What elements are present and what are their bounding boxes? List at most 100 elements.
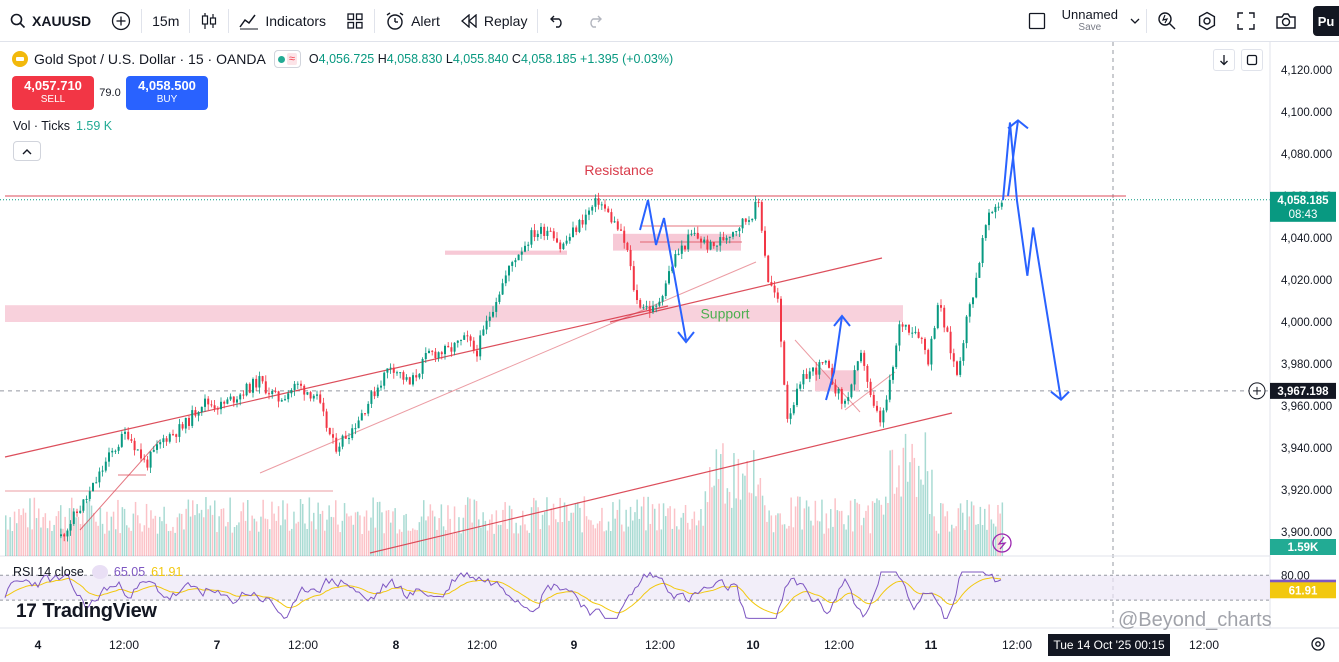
sell-button[interactable]: 4,057.710 SELL bbox=[12, 76, 94, 110]
rsi-level-label: 80.00 bbox=[1281, 570, 1310, 582]
candle-body bbox=[684, 245, 686, 250]
axis-settings-button[interactable] bbox=[1310, 636, 1326, 657]
volume-bar bbox=[845, 529, 847, 556]
volume-bar bbox=[918, 465, 920, 556]
fullscreen-button[interactable] bbox=[1227, 0, 1265, 42]
candle-body bbox=[146, 459, 149, 468]
buy-button[interactable]: 4,058.500 BUY bbox=[126, 76, 208, 110]
volume-bar bbox=[227, 522, 229, 556]
volume-bar bbox=[262, 499, 264, 556]
volume-bar bbox=[808, 506, 810, 556]
alert-button[interactable]: Alert bbox=[375, 0, 450, 42]
undo-button[interactable] bbox=[538, 0, 576, 42]
volume-bar bbox=[792, 527, 795, 556]
volume-bar bbox=[684, 504, 687, 556]
volume-bar bbox=[797, 496, 799, 556]
volume-bar bbox=[742, 473, 744, 556]
volume-bar bbox=[429, 504, 432, 556]
candle-body bbox=[988, 212, 990, 226]
volume-bar bbox=[775, 515, 777, 556]
candle-body bbox=[344, 435, 347, 439]
profile-avatar[interactable]: Pu bbox=[1313, 6, 1339, 36]
volume-bar bbox=[854, 498, 856, 556]
volume-bar bbox=[132, 513, 135, 556]
volume-bar bbox=[295, 523, 297, 556]
candle-body bbox=[469, 336, 472, 341]
volume-bar bbox=[568, 520, 570, 556]
candle-body bbox=[300, 383, 302, 386]
volume-bar bbox=[896, 487, 898, 556]
candle-body bbox=[972, 297, 974, 305]
volume-bar bbox=[152, 518, 154, 556]
volume-bar bbox=[739, 499, 742, 556]
volume-bar bbox=[68, 508, 71, 556]
volume-bar bbox=[841, 510, 843, 556]
volume-bar bbox=[172, 526, 174, 556]
layout-name-button[interactable]: Unnamed Save bbox=[1062, 8, 1118, 34]
tradingview-logo[interactable]: 17 TradingView bbox=[16, 600, 157, 623]
collapse-legend-button[interactable] bbox=[13, 141, 41, 161]
volume-bar bbox=[528, 532, 531, 556]
candle-body bbox=[437, 352, 440, 359]
volume-legend[interactable]: Vol · Ticks 1.59 K bbox=[13, 119, 112, 133]
trendline bbox=[259, 261, 757, 474]
volume-bar bbox=[163, 506, 165, 556]
maximize-pane-button[interactable] bbox=[1241, 49, 1263, 71]
candle-body bbox=[751, 218, 754, 221]
settings-button[interactable] bbox=[1187, 0, 1227, 42]
templates-button[interactable] bbox=[336, 0, 374, 42]
volume-bar bbox=[253, 518, 256, 556]
market-status[interactable]: ≈ bbox=[273, 50, 301, 68]
candle-body bbox=[492, 311, 494, 317]
candle-body bbox=[968, 304, 971, 317]
volume-bar bbox=[427, 516, 429, 556]
layout-dropdown[interactable] bbox=[1124, 0, 1146, 42]
volume-bar bbox=[599, 521, 601, 556]
snapshot-button[interactable] bbox=[1265, 0, 1307, 42]
volume-bar bbox=[416, 530, 418, 556]
volume-bar bbox=[863, 517, 865, 556]
volume-bar bbox=[478, 519, 480, 556]
time-tick-label: 12:00 bbox=[824, 638, 854, 652]
candle-body bbox=[728, 236, 731, 238]
quick-search-icon bbox=[1158, 12, 1176, 30]
volume-bar bbox=[588, 519, 590, 556]
candle-body bbox=[581, 219, 584, 225]
symbol-search[interactable]: XAUUSD bbox=[0, 0, 101, 42]
volume-bar bbox=[82, 505, 84, 556]
redo-button[interactable] bbox=[576, 0, 614, 42]
candle-body bbox=[863, 352, 866, 366]
open-value: 4,056.725 bbox=[318, 52, 375, 66]
layout-toggle[interactable] bbox=[1018, 0, 1056, 42]
volume-bar bbox=[280, 525, 282, 556]
scroll-down-button[interactable] bbox=[1213, 49, 1235, 71]
time-tick-label: 8 bbox=[393, 638, 400, 652]
toolbar-divider bbox=[141, 8, 143, 33]
camera-icon bbox=[1276, 13, 1296, 29]
price-chart[interactable]: Resistance Support 4,120.000 4,100.000 4,08… bbox=[0, 42, 1339, 662]
replay-button[interactable]: Replay bbox=[450, 0, 538, 42]
volume-bar bbox=[902, 447, 905, 556]
candle-body bbox=[821, 362, 824, 364]
rsi-legend[interactable]: RSI 14 close 65.05 61.91 bbox=[13, 565, 182, 579]
time-tick-label: 12:00 bbox=[467, 638, 497, 652]
volume-bar bbox=[119, 533, 121, 556]
candle-body bbox=[287, 393, 290, 400]
volume-bar bbox=[271, 501, 273, 556]
symbol-title[interactable]: Gold Spot / U.S. Dollar · 15 · OANDA bbox=[34, 51, 266, 67]
ohlc-values: O4,056.725 H4,058.830 L4,055.840 C4,058.… bbox=[309, 52, 673, 66]
volume-bar bbox=[693, 511, 696, 556]
volume-bar bbox=[273, 513, 275, 556]
volume-bar bbox=[970, 501, 973, 556]
volume-bar bbox=[40, 527, 42, 556]
interval-button[interactable]: 15m bbox=[142, 0, 189, 42]
candle-body bbox=[693, 232, 696, 234]
indicators-button[interactable]: Indicators bbox=[229, 0, 336, 42]
close-key: C bbox=[511, 52, 521, 66]
volume-bar bbox=[706, 502, 709, 556]
chart-type-button[interactable] bbox=[190, 0, 228, 42]
quick-search-button[interactable] bbox=[1147, 0, 1187, 42]
compare-button[interactable] bbox=[101, 0, 141, 42]
data-delay-icon: ≈ bbox=[286, 53, 297, 65]
candle-body bbox=[229, 396, 232, 400]
